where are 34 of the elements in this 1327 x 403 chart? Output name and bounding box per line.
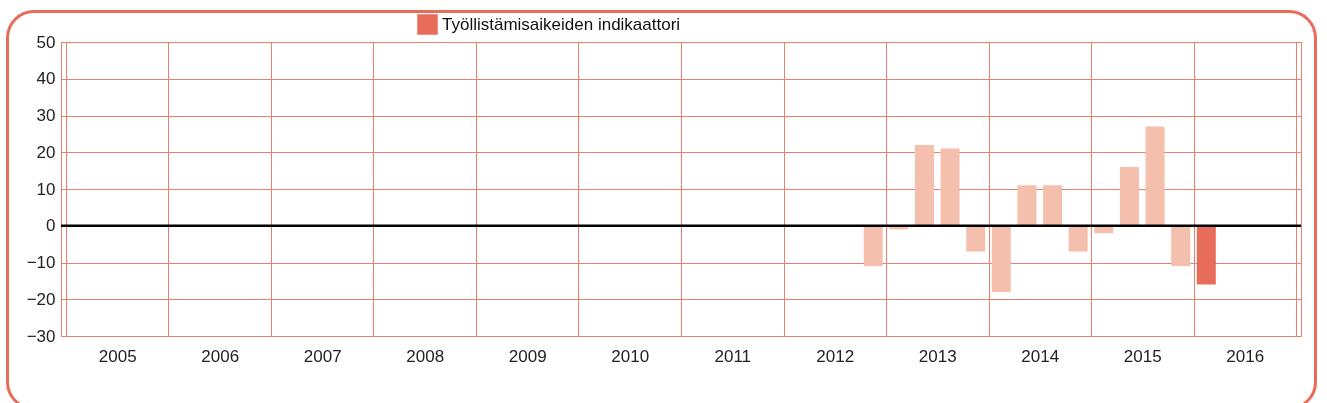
x-tick-label: 2007 — [303, 346, 342, 366]
bar — [1145, 126, 1165, 226]
bar — [914, 144, 934, 226]
x-tick-label: 2005 — [98, 346, 137, 366]
bar — [1068, 225, 1088, 252]
bar — [1196, 225, 1216, 285]
x-tick-label: 2013 — [918, 346, 957, 366]
y-tick-label: −10 — [26, 253, 56, 272]
y-tick-label: −20 — [26, 289, 56, 309]
bar — [966, 225, 986, 252]
y-tick-label: 20 — [36, 142, 56, 162]
x-tick-label: 2014 — [1021, 346, 1060, 366]
bar — [1043, 185, 1063, 226]
y-tick-label: 30 — [36, 106, 56, 125]
y-tick-label: −30 — [26, 326, 56, 346]
bar — [991, 225, 1011, 292]
legend-label: Työllistämisaikeiden indikaattori — [442, 14, 681, 34]
bar — [1017, 185, 1037, 226]
bar — [940, 148, 960, 226]
y-tick-label: 10 — [36, 179, 56, 199]
bar — [1119, 166, 1139, 226]
x-tick-label: 2015 — [1123, 346, 1162, 366]
x-tick-label: 2011 — [714, 346, 752, 366]
x-tick-label: 2008 — [406, 346, 445, 366]
bar — [1171, 225, 1191, 267]
x-tick-label: 2006 — [201, 346, 240, 366]
bar — [863, 225, 883, 267]
x-tick-label: 2009 — [508, 346, 547, 366]
x-tick-label: 2012 — [816, 346, 855, 366]
y-tick-label: 0 — [46, 216, 56, 236]
y-tick-label: 40 — [36, 69, 56, 89]
x-tick-label: 2016 — [1226, 346, 1265, 366]
y-tick-label: 50 — [36, 32, 56, 52]
x-tick-label: 2010 — [611, 346, 650, 366]
